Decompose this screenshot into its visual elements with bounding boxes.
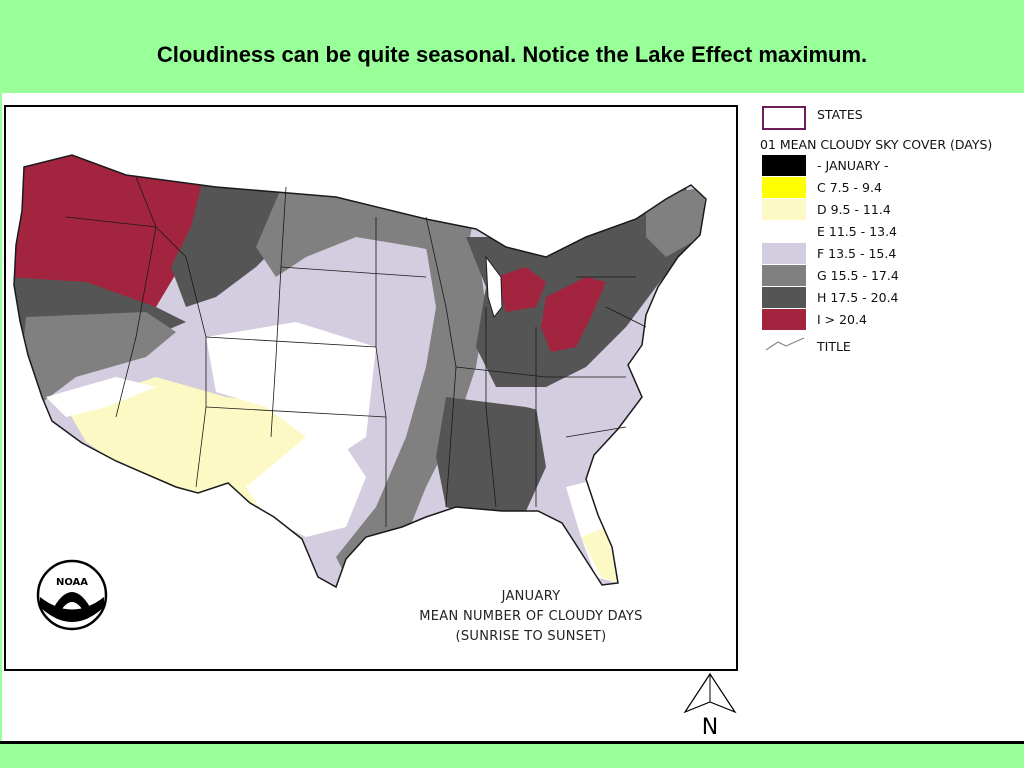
- legend-row: E 11.5 - 13.4: [760, 221, 1024, 242]
- us-outline: [13, 154, 707, 589]
- legend-row: F 13.5 - 15.4: [760, 243, 1024, 264]
- legend-label: I > 20.4: [817, 312, 867, 327]
- legend-label: TITLE: [817, 339, 851, 354]
- bottom-band: [0, 744, 1024, 768]
- legend-label: E 11.5 - 13.4: [817, 224, 897, 239]
- legend-row: H 17.5 - 20.4: [760, 287, 1024, 308]
- legend-label: - JANUARY -: [817, 158, 889, 173]
- legend-label: STATES: [817, 107, 863, 122]
- map-caption: JANUARY MEAN NUMBER OF CLOUDY DAYS (SUNR…: [366, 587, 696, 647]
- legend-label: H 17.5 - 20.4: [817, 290, 899, 305]
- map-caption-line: JANUARY: [501, 589, 561, 604]
- bottom-rule: [0, 741, 1024, 744]
- legend-label: F 13.5 - 15.4: [817, 246, 897, 261]
- legend-row: G 15.5 - 17.4: [760, 265, 1024, 286]
- state-boundaries: [65, 176, 647, 527]
- legend-swatch: [762, 199, 806, 220]
- map-frame: NOAA JANUARY MEAN NUMBER OF CLOUDY DAYS …: [4, 105, 738, 671]
- legend-swatch: [762, 155, 806, 176]
- legend-swatch: [762, 243, 806, 264]
- legend-row: D 9.5 - 11.4: [760, 199, 1024, 220]
- map-caption-line: MEAN NUMBER OF CLOUDY DAYS: [419, 609, 643, 624]
- title-line-icon: [765, 337, 805, 351]
- legend-swatch: [762, 265, 806, 286]
- legend-label: C 7.5 - 9.4: [817, 180, 882, 195]
- map-caption-line: (SUNRISE TO SUNSET): [455, 629, 607, 644]
- noaa-logo-text: NOAA: [56, 577, 88, 588]
- slide-title: Cloudiness can be quite seasonal. Notice…: [156, 42, 868, 67]
- legend-swatch: [762, 221, 806, 242]
- noaa-logo: NOAA: [36, 559, 108, 631]
- legend-label: D 9.5 - 11.4: [817, 202, 891, 217]
- cloudiness-map: NOAA: [13, 154, 707, 631]
- legend-swatch: [762, 287, 806, 308]
- map-legend: STATES 01 MEAN CLOUDY SKY COVER (DAYS) -…: [760, 102, 1024, 362]
- states-swatch: [762, 106, 806, 130]
- legend-label: G 15.5 - 17.4: [817, 268, 899, 283]
- legend-swatch: [762, 309, 806, 330]
- legend-row-states: STATES: [760, 104, 1024, 130]
- cloud-zones: [14, 155, 706, 587]
- legend-row: - JANUARY -: [760, 155, 1024, 176]
- legend-swatch: [762, 177, 806, 198]
- lake-michigan: [485, 255, 503, 319]
- title-band: [0, 0, 1024, 93]
- north-arrow-icon: N: [683, 672, 737, 740]
- legend-header: 01 MEAN CLOUDY SKY COVER (DAYS): [760, 137, 993, 152]
- legend-row: C 7.5 - 9.4: [760, 177, 1024, 198]
- legend-row-title: TITLE: [760, 336, 1024, 356]
- legend-row: I > 20.4: [760, 309, 1024, 330]
- north-label: N: [702, 715, 718, 740]
